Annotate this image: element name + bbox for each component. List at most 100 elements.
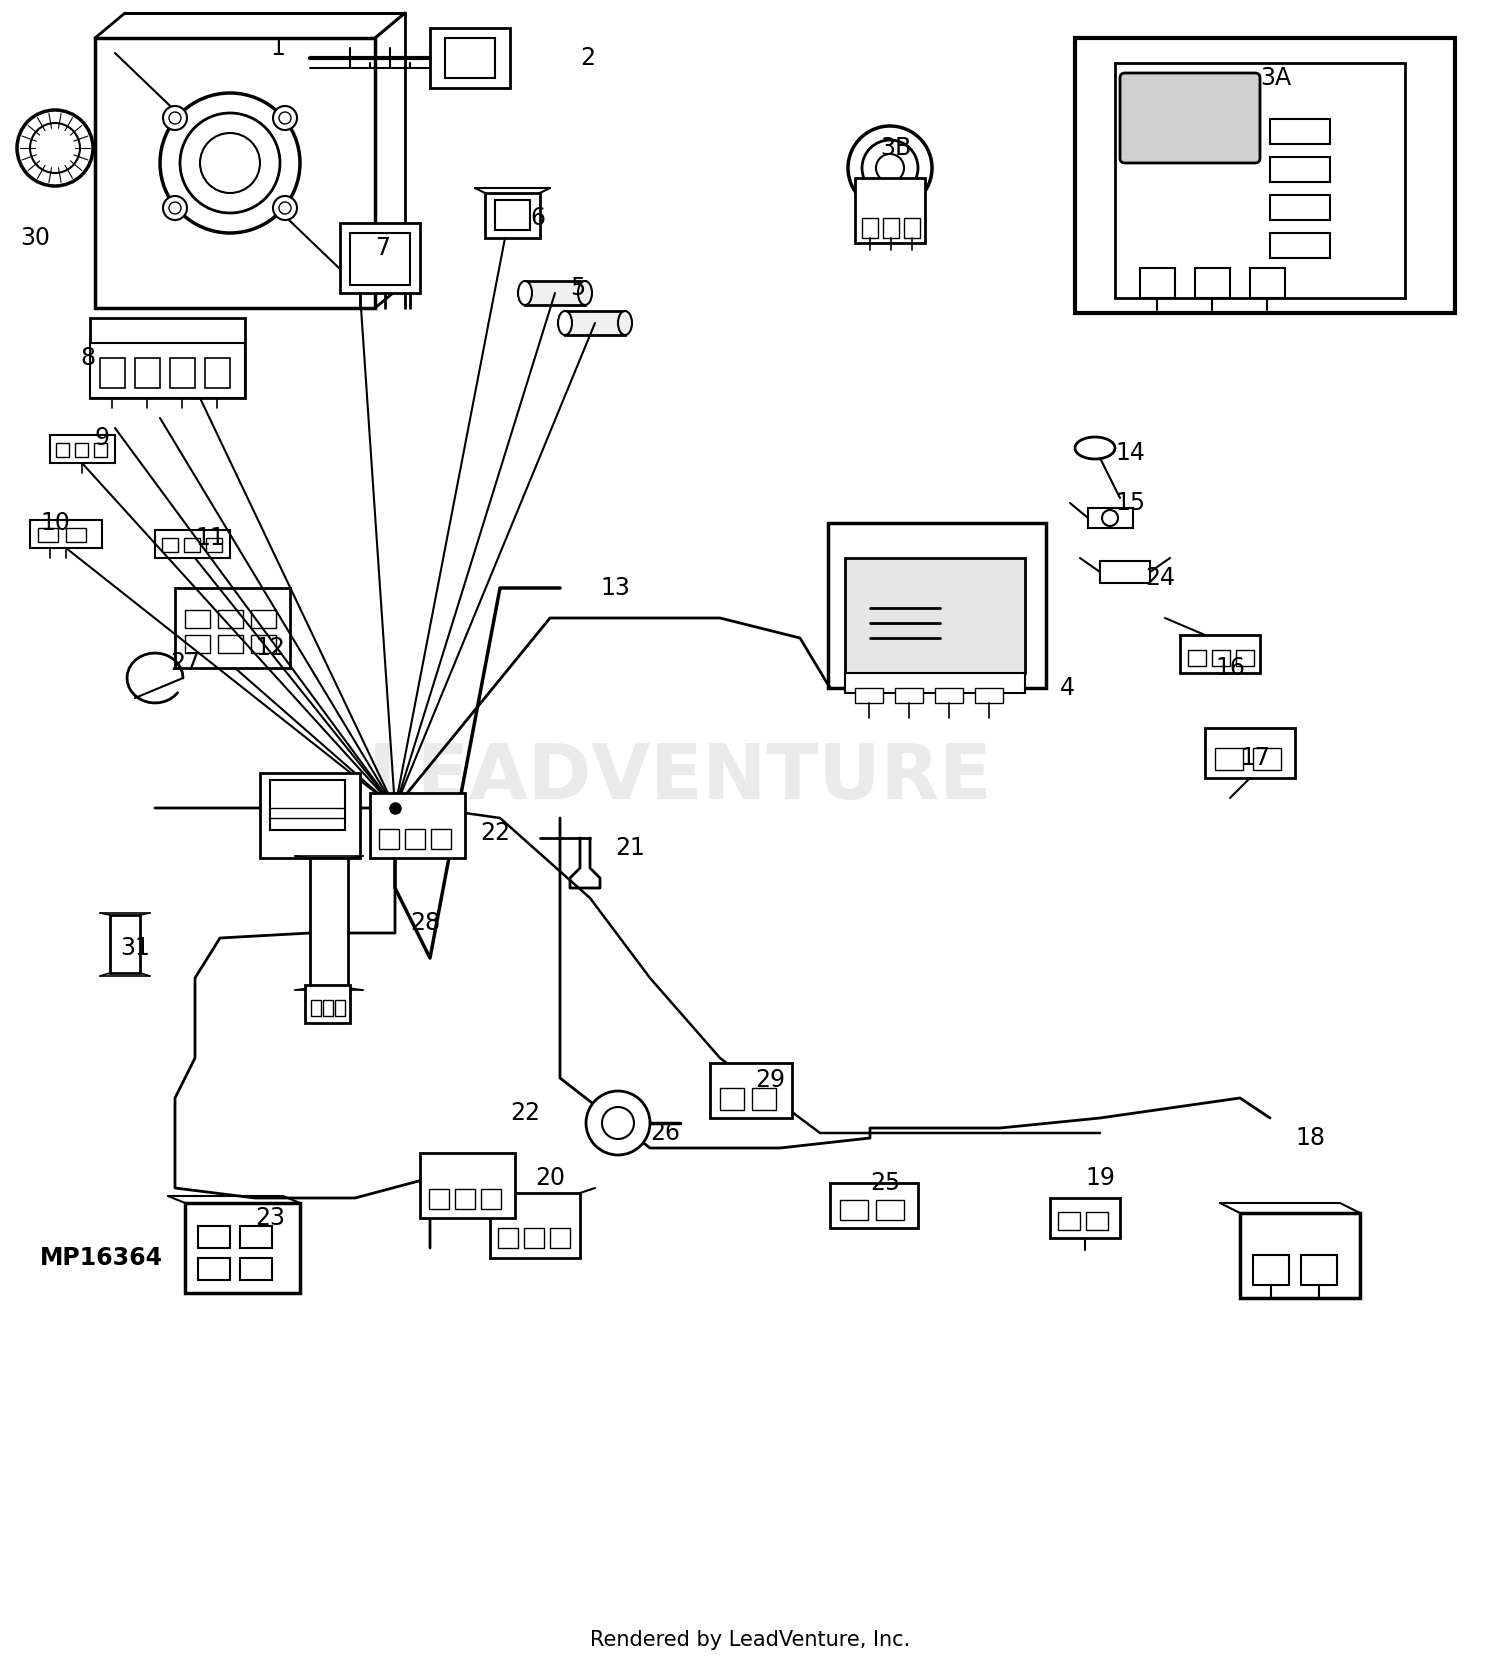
- Bar: [1088, 508, 1132, 529]
- Bar: [720, 1087, 744, 1111]
- Text: 2: 2: [580, 45, 596, 70]
- Text: 19: 19: [1084, 1166, 1114, 1190]
- Bar: [50, 435, 116, 463]
- Text: 7: 7: [375, 237, 390, 260]
- Bar: [184, 539, 200, 552]
- Bar: [176, 587, 290, 668]
- Bar: [482, 1190, 501, 1210]
- Bar: [340, 223, 420, 294]
- Bar: [184, 611, 210, 628]
- Ellipse shape: [578, 280, 592, 305]
- Bar: [1212, 649, 1230, 666]
- Bar: [1100, 560, 1150, 582]
- Bar: [350, 233, 410, 285]
- Bar: [217, 611, 243, 628]
- Circle shape: [164, 196, 188, 220]
- Bar: [1300, 1255, 1336, 1285]
- Bar: [1252, 1255, 1288, 1285]
- Bar: [206, 539, 222, 552]
- Bar: [217, 634, 243, 653]
- Text: 12: 12: [255, 636, 285, 659]
- Bar: [420, 1153, 514, 1218]
- Bar: [75, 443, 88, 456]
- Bar: [1215, 748, 1243, 770]
- Bar: [1058, 1212, 1080, 1230]
- Bar: [110, 915, 140, 973]
- Text: 23: 23: [255, 1206, 285, 1230]
- Bar: [1270, 195, 1330, 220]
- Ellipse shape: [558, 310, 572, 336]
- Bar: [206, 357, 230, 388]
- Bar: [260, 774, 360, 857]
- Text: 16: 16: [1215, 656, 1245, 680]
- Circle shape: [279, 112, 291, 124]
- Text: 1: 1: [270, 35, 285, 60]
- Text: 13: 13: [600, 576, 630, 601]
- Text: 4: 4: [1060, 676, 1076, 700]
- Text: 8: 8: [80, 346, 94, 371]
- Bar: [1140, 268, 1174, 299]
- Bar: [844, 559, 1024, 673]
- Bar: [1076, 39, 1455, 314]
- Bar: [1270, 233, 1330, 258]
- Circle shape: [602, 1107, 634, 1139]
- Circle shape: [200, 133, 260, 193]
- Circle shape: [1102, 510, 1118, 525]
- Circle shape: [1156, 96, 1192, 131]
- Bar: [90, 319, 244, 398]
- Text: 17: 17: [1240, 747, 1270, 770]
- Bar: [1196, 268, 1230, 299]
- Text: 5: 5: [570, 275, 585, 300]
- Text: Rendered by LeadVenture, Inc.: Rendered by LeadVenture, Inc.: [590, 1629, 910, 1649]
- Bar: [1114, 64, 1406, 299]
- Text: 6: 6: [530, 206, 544, 230]
- Text: 22: 22: [480, 821, 510, 846]
- Bar: [904, 218, 920, 238]
- Bar: [1240, 1213, 1360, 1299]
- Circle shape: [16, 111, 93, 186]
- Bar: [855, 688, 883, 703]
- Bar: [1252, 748, 1281, 770]
- Circle shape: [273, 196, 297, 220]
- Bar: [310, 857, 348, 988]
- Text: 10: 10: [40, 512, 70, 535]
- Ellipse shape: [518, 280, 532, 305]
- Text: 29: 29: [754, 1067, 784, 1092]
- Circle shape: [273, 106, 297, 129]
- Bar: [1270, 158, 1330, 181]
- Bar: [90, 342, 244, 398]
- Bar: [498, 1228, 517, 1248]
- Text: MP16364: MP16364: [40, 1247, 164, 1270]
- Bar: [975, 688, 1004, 703]
- Text: 26: 26: [650, 1121, 680, 1144]
- Bar: [430, 29, 510, 87]
- Text: 28: 28: [410, 911, 440, 935]
- Circle shape: [164, 106, 188, 129]
- Text: 15: 15: [1114, 492, 1144, 515]
- Bar: [1250, 268, 1286, 299]
- Bar: [170, 357, 195, 388]
- Bar: [495, 200, 530, 230]
- Bar: [100, 357, 124, 388]
- Bar: [828, 524, 1046, 688]
- Bar: [154, 530, 230, 559]
- Text: 30: 30: [20, 227, 50, 250]
- Bar: [162, 539, 178, 552]
- Bar: [322, 1000, 333, 1015]
- Circle shape: [170, 112, 182, 124]
- Bar: [380, 829, 399, 849]
- Text: 22: 22: [510, 1101, 540, 1124]
- Ellipse shape: [618, 310, 632, 336]
- Circle shape: [876, 154, 904, 181]
- Bar: [490, 1193, 580, 1258]
- Bar: [855, 178, 926, 243]
- Bar: [94, 39, 375, 309]
- Text: 25: 25: [870, 1171, 900, 1195]
- Text: 3A: 3A: [1260, 65, 1292, 91]
- Bar: [876, 1200, 904, 1220]
- Bar: [370, 794, 465, 857]
- Bar: [525, 280, 585, 305]
- Circle shape: [862, 139, 918, 196]
- Bar: [184, 1203, 300, 1294]
- Bar: [1050, 1198, 1120, 1238]
